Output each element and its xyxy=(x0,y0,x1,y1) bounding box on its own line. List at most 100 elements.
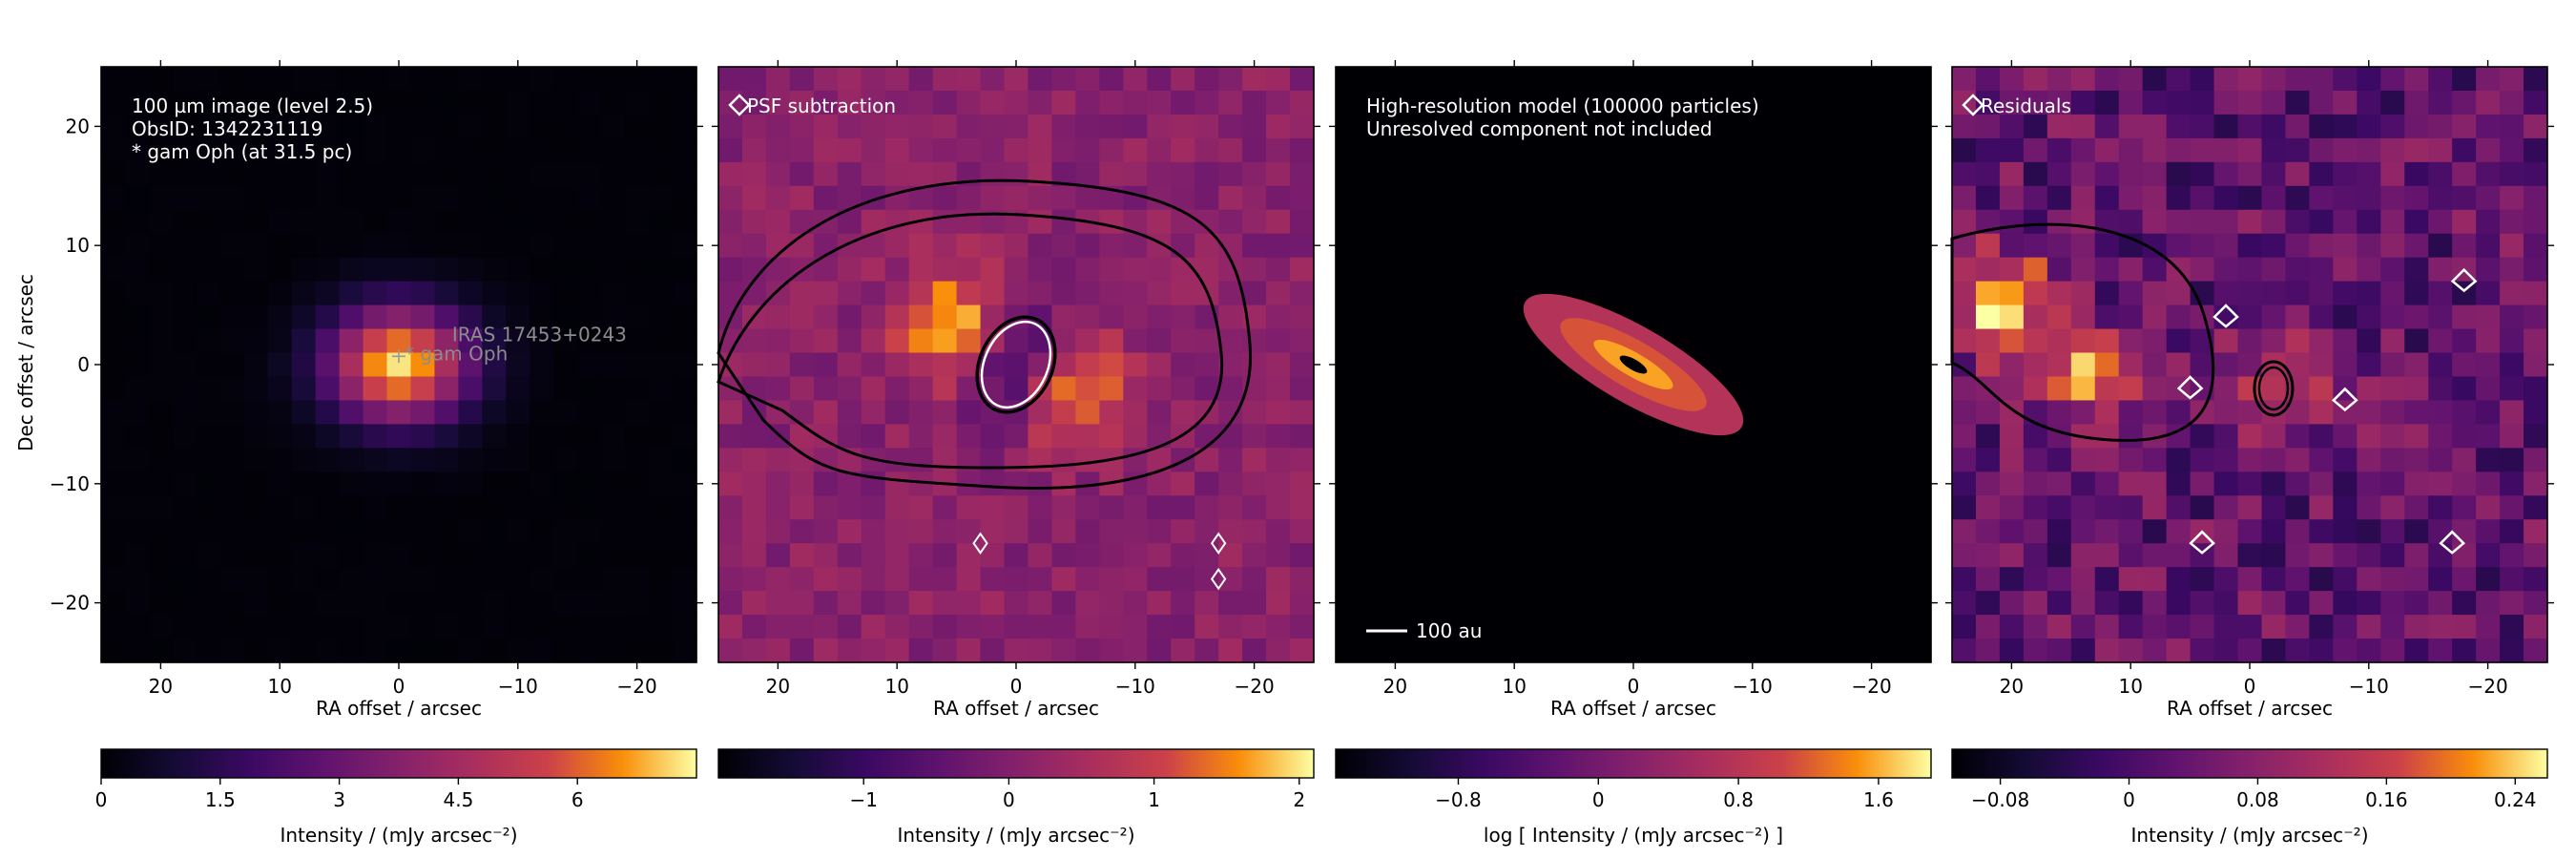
pixel xyxy=(1147,352,1172,378)
pixel xyxy=(553,495,578,520)
pixel xyxy=(1999,495,2025,520)
pixel xyxy=(506,495,530,520)
pixel xyxy=(363,424,388,449)
pixel xyxy=(410,519,436,544)
pixel xyxy=(1028,543,1053,568)
pixel xyxy=(1975,137,2001,163)
pixel xyxy=(1051,495,1076,520)
pixel xyxy=(172,137,197,163)
pixel xyxy=(2094,400,2120,425)
panel-annotation: High-resolution model (100000 particles) xyxy=(1366,94,1759,117)
pixel xyxy=(2452,161,2477,187)
pixel xyxy=(2404,567,2429,592)
pixel xyxy=(1171,567,1195,592)
pixel xyxy=(884,67,910,92)
pixel xyxy=(718,67,743,92)
pixel xyxy=(577,448,602,472)
pixel xyxy=(861,543,886,568)
pixel xyxy=(1290,137,1315,163)
pixel xyxy=(386,448,412,472)
pixel xyxy=(291,543,317,568)
pixel xyxy=(291,257,317,283)
pixel xyxy=(339,281,364,306)
pixel xyxy=(956,591,982,616)
pixel xyxy=(2357,591,2381,616)
pixel xyxy=(458,137,483,163)
pixel xyxy=(2237,257,2263,283)
pixel xyxy=(315,90,341,115)
pixel xyxy=(1290,376,1315,402)
pixel xyxy=(219,591,245,616)
pixel xyxy=(2237,448,2263,472)
pixel xyxy=(101,376,126,402)
contour-black xyxy=(717,178,1253,490)
pixel xyxy=(2094,352,2120,378)
pixel xyxy=(124,281,150,306)
pixel xyxy=(339,67,364,92)
pixel xyxy=(932,519,958,544)
pixel xyxy=(291,328,317,354)
pixel xyxy=(458,567,483,592)
pixel xyxy=(2213,352,2239,378)
pixel xyxy=(482,519,507,544)
pixel xyxy=(884,161,910,187)
pixel xyxy=(2524,281,2548,306)
pixel xyxy=(765,639,791,663)
pixel xyxy=(1290,304,1315,330)
pixel xyxy=(2524,304,2548,330)
pixel xyxy=(1999,615,2025,639)
pixel xyxy=(2070,448,2096,472)
pixel xyxy=(2213,281,2239,306)
pixel xyxy=(2118,114,2144,139)
pixel xyxy=(884,519,910,544)
pixel xyxy=(789,90,815,115)
x-axis-label: RA offset / arcsec xyxy=(316,697,482,720)
colorbar-tick-label: 1 xyxy=(1148,788,1160,811)
pixel xyxy=(1051,257,1076,283)
pixel xyxy=(2237,639,2263,663)
pixel xyxy=(339,90,364,115)
pixel xyxy=(101,448,126,472)
pixel xyxy=(1171,281,1195,306)
pixel xyxy=(2333,495,2358,520)
panel-annotation: Residuals xyxy=(1981,94,2071,117)
pixel xyxy=(2094,591,2120,616)
pixel xyxy=(601,519,626,544)
pixel xyxy=(101,567,126,592)
pixel xyxy=(1975,114,2001,139)
pixel xyxy=(506,471,530,496)
pixel xyxy=(2213,567,2239,592)
pixel xyxy=(410,114,436,139)
pixel xyxy=(243,639,269,663)
y-tick-label: −20 xyxy=(50,592,90,615)
pixel xyxy=(2380,615,2405,639)
x-tick-label: 0 xyxy=(1010,675,1023,698)
pixel xyxy=(2237,67,2263,92)
pixel xyxy=(363,257,388,283)
x-tick-label: −20 xyxy=(616,675,656,698)
pixel xyxy=(1004,639,1029,663)
pixel xyxy=(1999,567,2025,592)
pixel xyxy=(363,615,388,639)
pixel xyxy=(1171,471,1195,496)
pixel xyxy=(482,114,507,139)
pixel xyxy=(1051,67,1076,92)
pixel xyxy=(2094,567,2120,592)
pixel xyxy=(1290,209,1315,235)
pixel xyxy=(1004,495,1029,520)
pixel xyxy=(2261,519,2287,544)
pixel xyxy=(980,185,1006,211)
pixel xyxy=(2094,471,2120,496)
pixel xyxy=(2357,567,2381,592)
pixel xyxy=(1242,67,1267,92)
pixel xyxy=(363,233,388,259)
pixel xyxy=(789,400,815,425)
pixel xyxy=(2357,304,2381,330)
colorbar-tick-label: 0 xyxy=(2123,788,2135,811)
pixel xyxy=(1242,543,1267,568)
pixel xyxy=(649,161,674,187)
pixel xyxy=(2166,328,2192,354)
pixel xyxy=(243,304,269,330)
pixel xyxy=(2118,615,2144,639)
